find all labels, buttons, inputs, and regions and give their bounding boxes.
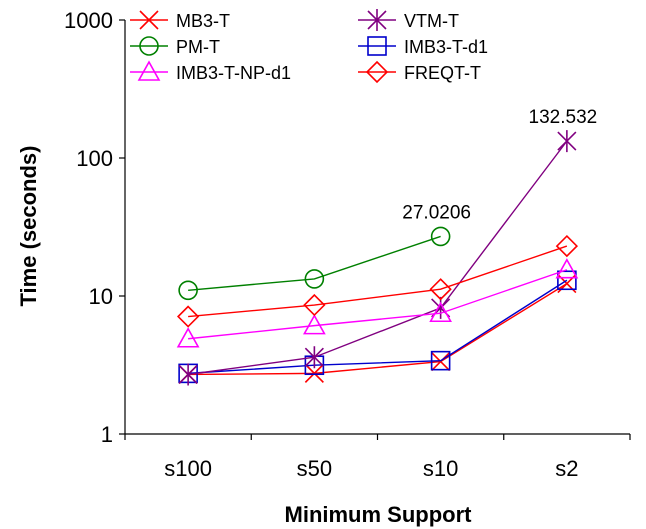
data-point [178,280,198,301]
x-tick-label: s10 [423,456,458,481]
legend-label: FREQT-T [404,63,481,83]
data-point [430,350,451,371]
data-point [557,130,577,153]
data-point [431,351,451,372]
series-line [188,245,568,318]
marker-shape [367,36,387,56]
axes: 1 10 100 1000 s100 s50 s10 s2 [64,8,631,481]
legend-label: IMB3-T-NP-d1 [176,63,291,83]
data-point [304,269,325,289]
legend-item-pm-t: PM-T [130,36,220,57]
legend-marker [367,36,387,56]
legend-marker [367,9,387,31]
series-line [188,235,441,291]
marker-shape [429,301,452,323]
marker-shape [429,278,452,301]
series-line [188,279,568,375]
marker-stroke [304,363,324,383]
marker-shape [304,269,325,289]
legend-marker [139,36,159,56]
legend: MB3-T VTM-T PM-T IMB3-T-d1 IMB3-T-NP-d1 FREQT… [130,9,488,84]
x-tick-label: s100 [164,456,212,481]
marker-shape [430,350,451,371]
marker-shape [137,60,161,81]
marker-shape [555,258,579,279]
series-freqt-t [176,234,579,328]
data-point [178,363,198,386]
marker-shape [557,270,577,291]
marker-shape [176,327,200,348]
marker-shape [303,293,326,317]
marker-shape [176,305,200,328]
legend-label: PM-T [176,37,220,57]
legend-marker [365,60,389,84]
y-tick-label: 1000 [64,8,113,33]
marker-stroke [139,10,159,30]
data-point [429,301,452,323]
y-tick-label: 100 [76,146,113,171]
x-tick-label: s2 [555,456,578,481]
data-point [176,305,200,328]
marker-shape [365,60,389,84]
y-tick-label: 10 [89,284,113,309]
legend-marker [137,60,161,81]
x-tick-label: s50 [297,456,332,481]
data-point [304,346,324,369]
series-line [188,269,568,340]
legend-item-imb3-t-d1: IMB3-T-d1 [358,36,488,57]
data-point [557,270,577,291]
data-label: 132.532 [529,107,598,128]
data-point [429,278,452,301]
annotations: 27.0206 132.532 [402,107,597,223]
legend-item-freqt-t: FREQT-T [358,60,481,84]
y-tick-label: 1 [101,422,113,447]
legend-label: IMB3-T-d1 [404,37,488,57]
series-imb3-t-d1 [178,270,577,384]
data-point [304,363,324,383]
marker-shape [178,280,198,301]
marker-shape [555,234,579,258]
data-point [430,226,451,247]
series-line [188,140,568,376]
series-line [188,282,568,376]
data-point [176,327,200,348]
marker-stroke [431,351,451,372]
data-point [555,234,579,258]
legend-item-mb3-t: MB3-T [130,10,230,31]
series-imb3-t-np-d1 [176,258,579,348]
series-pm-t [178,226,451,301]
legend-item-vtm-t: VTM-T [358,9,459,31]
data-point [555,258,579,279]
series-layer [176,130,579,386]
marker-shape [139,36,159,56]
legend-label: MB3-T [176,11,230,31]
legend-marker [139,10,159,30]
data-label: 27.0206 [402,202,471,223]
data-point [303,293,326,317]
legend-item-imb3-t-np-d1: IMB3-T-NP-d1 [130,60,291,83]
y-axis-title: Time (seconds) [16,146,41,307]
marker-shape [303,313,326,335]
marker-shape [430,226,451,247]
legend-label: VTM-T [404,11,459,31]
data-point [303,313,326,335]
x-axis-title: Minimum Support [285,502,473,527]
